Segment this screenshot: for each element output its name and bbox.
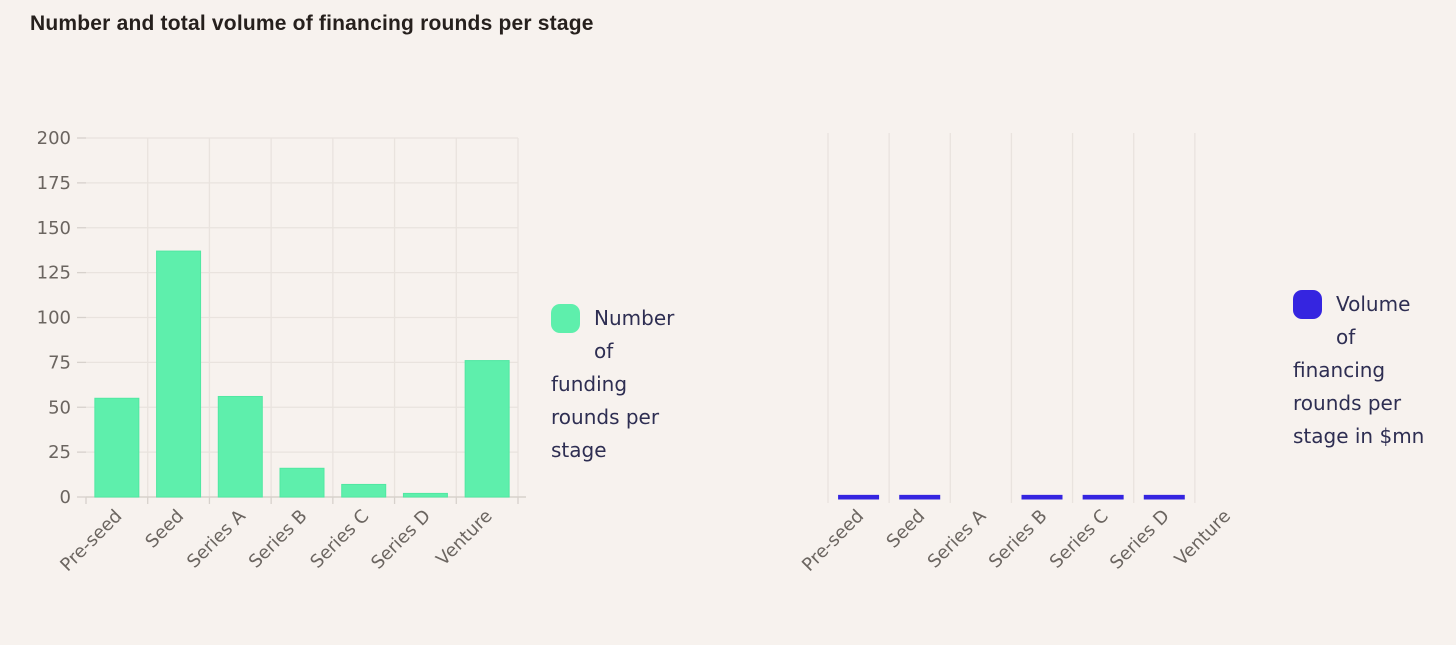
bar-pre-seed bbox=[94, 397, 140, 498]
bar-series-c bbox=[1082, 494, 1124, 500]
legend-label-funding-rounds: Number of funding rounds per stage bbox=[551, 306, 675, 462]
y-tick-label: 25 bbox=[48, 442, 71, 463]
x-category-label: Pre-seed bbox=[56, 506, 126, 576]
legend-funding-rounds: Number of funding rounds per stage bbox=[551, 302, 683, 467]
x-category-label: Series A bbox=[183, 505, 250, 572]
bar-pre-seed bbox=[838, 494, 880, 500]
bar-series-b bbox=[1021, 494, 1063, 500]
legend-swatch-green bbox=[551, 304, 580, 333]
bar-series-d bbox=[402, 492, 448, 498]
bar-series-c bbox=[341, 483, 387, 498]
y-tick-label: 150 bbox=[37, 218, 71, 239]
x-category-label: Series D bbox=[1106, 506, 1174, 574]
x-category-label: Series C bbox=[306, 506, 373, 573]
bar-series-a bbox=[217, 395, 263, 498]
bar-venture bbox=[464, 360, 510, 498]
x-category-label: Series D bbox=[367, 506, 435, 574]
bar-series-b bbox=[279, 467, 325, 498]
y-tick-label: 50 bbox=[48, 397, 71, 418]
x-category-label: Series B bbox=[985, 506, 1052, 573]
x-category-label: Venture bbox=[1171, 506, 1235, 570]
y-tick-label: 100 bbox=[37, 308, 71, 329]
x-category-label: Pre-seed bbox=[798, 506, 868, 576]
x-category-label: Series C bbox=[1046, 506, 1113, 573]
legend-swatch-blue bbox=[1293, 290, 1322, 319]
y-tick-label: 0 bbox=[60, 487, 71, 508]
bar-seed bbox=[899, 494, 941, 500]
x-category-label: Seed bbox=[141, 506, 188, 553]
legend-funding-volume: Volume of financing rounds per stage in … bbox=[1293, 288, 1425, 453]
page-title: Number and total volume of financing rou… bbox=[30, 12, 594, 35]
legend-label-funding-volume: Volume of financing rounds per stage in … bbox=[1293, 292, 1425, 448]
bar-seed bbox=[156, 250, 202, 498]
x-category-label: Venture bbox=[432, 506, 496, 570]
y-tick-label: 200 bbox=[37, 128, 71, 149]
y-tick-label: 125 bbox=[37, 263, 71, 284]
y-tick-label: 175 bbox=[37, 173, 71, 194]
x-category-label: Series B bbox=[245, 506, 312, 573]
y-tick-label: 75 bbox=[48, 352, 71, 373]
x-category-label: Seed bbox=[883, 506, 930, 553]
bar-series-d bbox=[1143, 494, 1185, 500]
x-category-label: Series A bbox=[924, 505, 991, 572]
